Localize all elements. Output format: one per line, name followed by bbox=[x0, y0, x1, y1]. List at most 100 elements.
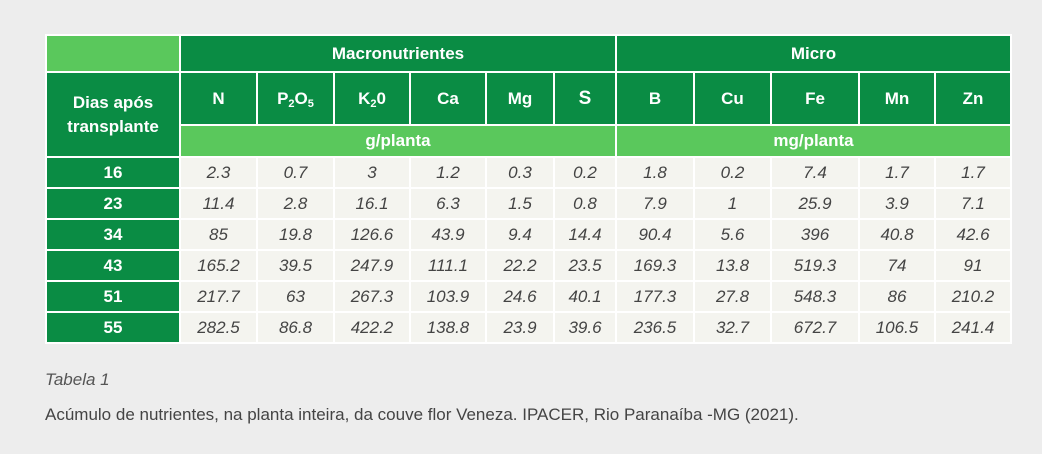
value-cell: 7.1 bbox=[934, 187, 1012, 220]
nutrient-header-row: Dias após transplante N P2O5 K20 Ca Mg S… bbox=[45, 71, 1012, 158]
nutrient-table: Macronutrientes Micro Dias após transpla… bbox=[45, 34, 1012, 344]
col-header-p2o5: P2O5 bbox=[256, 71, 335, 126]
corner-cell bbox=[45, 34, 181, 73]
micronutrients-header: Micro bbox=[615, 34, 1012, 73]
value-cell: 9.4 bbox=[485, 218, 555, 251]
micro-unit: mg/planta bbox=[615, 124, 1012, 158]
value-cell: 86 bbox=[858, 280, 936, 313]
table-row: 34 85 19.8 126.6 43.9 9.4 14.4 90.4 5.6 396 40.8 42… bbox=[45, 218, 1012, 251]
value-cell: 19.8 bbox=[256, 218, 335, 251]
value-cell: 548.3 bbox=[770, 280, 860, 313]
value-cell: 2.3 bbox=[179, 156, 258, 189]
value-cell: 14.4 bbox=[553, 218, 617, 251]
table-row: 23 11.4 2.8 16.1 6.3 1.5 0.8 7.9 1 25.9 3.9 7.1 bbox=[45, 187, 1012, 220]
value-cell: 0.2 bbox=[553, 156, 617, 189]
table-label: Tabela 1 bbox=[45, 370, 110, 389]
value-cell: 165.2 bbox=[179, 249, 258, 282]
value-cell: 1.7 bbox=[934, 156, 1012, 189]
value-cell: 519.3 bbox=[770, 249, 860, 282]
col-header-zn: Zn bbox=[934, 71, 1012, 126]
units-row: g/planta mg/planta bbox=[46, 124, 1012, 158]
table-row: 55 282.5 86.8 422.2 138.8 23.9 39.6 236.5 32.7 67… bbox=[45, 311, 1012, 344]
value-cell: 267.3 bbox=[333, 280, 411, 313]
table-row: 16 2.3 0.7 3 1.2 0.3 0.2 1.8 0.2 7.4 1.7 1.7 bbox=[45, 156, 1012, 189]
value-cell: 13.8 bbox=[693, 249, 772, 282]
p2o5-tail: O5 bbox=[294, 88, 314, 110]
col-header-b: B bbox=[615, 71, 695, 126]
day-cell: 55 bbox=[45, 311, 181, 344]
col-header-mn: Mn bbox=[858, 71, 936, 126]
table-caption: Acúmulo de nutrientes, na planta inteira… bbox=[45, 405, 799, 424]
day-cell: 51 bbox=[45, 280, 181, 313]
value-cell: 42.6 bbox=[934, 218, 1012, 251]
macro-unit: g/planta bbox=[179, 124, 617, 158]
value-cell: 7.9 bbox=[615, 187, 695, 220]
value-cell: 85 bbox=[179, 218, 258, 251]
group-header-row: Macronutrientes Micro bbox=[45, 34, 1012, 73]
value-cell: 210.2 bbox=[934, 280, 1012, 313]
value-cell: 27.8 bbox=[693, 280, 772, 313]
value-cell: 1.8 bbox=[615, 156, 695, 189]
value-cell: 396 bbox=[770, 218, 860, 251]
day-cell: 34 bbox=[45, 218, 181, 251]
value-cell: 217.7 bbox=[179, 280, 258, 313]
table-row: 43 165.2 39.5 247.9 111.1 22.2 23.5 169.3 13.8 51… bbox=[45, 249, 1012, 282]
value-cell: 74 bbox=[858, 249, 936, 282]
value-cell: 241.4 bbox=[934, 311, 1012, 344]
value-cell: 177.3 bbox=[615, 280, 695, 313]
value-cell: 16.1 bbox=[333, 187, 411, 220]
col-header-n: N bbox=[179, 71, 258, 126]
day-cell: 43 bbox=[45, 249, 181, 282]
value-cell: 1.2 bbox=[409, 156, 487, 189]
value-cell: 43.9 bbox=[409, 218, 487, 251]
table-row: 51 217.7 63 267.3 103.9 24.6 40.1 177.3 27.8 548.… bbox=[45, 280, 1012, 313]
value-cell: 39.5 bbox=[256, 249, 335, 282]
value-cell: 2.8 bbox=[256, 187, 335, 220]
col-header-s: S bbox=[553, 71, 617, 126]
value-cell: 40.1 bbox=[553, 280, 617, 313]
value-cell: 111.1 bbox=[409, 249, 487, 282]
value-cell: 32.7 bbox=[693, 311, 772, 344]
value-cell: 0.7 bbox=[256, 156, 335, 189]
value-cell: 126.6 bbox=[333, 218, 411, 251]
value-cell: 3.9 bbox=[858, 187, 936, 220]
value-cell: 236.5 bbox=[615, 311, 695, 344]
value-cell: 3 bbox=[333, 156, 411, 189]
value-cell: 11.4 bbox=[179, 187, 258, 220]
value-cell: 86.8 bbox=[256, 311, 335, 344]
col-header-fe: Fe bbox=[770, 71, 860, 126]
value-cell: 103.9 bbox=[409, 280, 487, 313]
value-cell: 0.8 bbox=[553, 187, 617, 220]
days-header: Dias após transplante bbox=[45, 71, 181, 158]
col-header-k20: K20 bbox=[333, 71, 411, 126]
value-cell: 23.9 bbox=[485, 311, 555, 344]
value-cell: 0.3 bbox=[485, 156, 555, 189]
value-cell: 138.8 bbox=[409, 311, 487, 344]
day-cell: 23 bbox=[45, 187, 181, 220]
value-cell: 25.9 bbox=[770, 187, 860, 220]
value-cell: 91 bbox=[934, 249, 1012, 282]
value-cell: 422.2 bbox=[333, 311, 411, 344]
value-cell: 40.8 bbox=[858, 218, 936, 251]
value-cell: 0.2 bbox=[693, 156, 772, 189]
value-cell: 5.6 bbox=[693, 218, 772, 251]
value-cell: 247.9 bbox=[333, 249, 411, 282]
value-cell: 22.2 bbox=[485, 249, 555, 282]
value-cell: 23.5 bbox=[553, 249, 617, 282]
value-cell: 1 bbox=[693, 187, 772, 220]
value-cell: 7.4 bbox=[770, 156, 860, 189]
day-cell: 16 bbox=[45, 156, 181, 189]
value-cell: 1.7 bbox=[858, 156, 936, 189]
value-cell: 1.5 bbox=[485, 187, 555, 220]
table-body: 16 2.3 0.7 3 1.2 0.3 0.2 1.8 0.2 7.4 1.7 1.7 23 11.4 2… bbox=[45, 156, 1012, 344]
col-header-mg: Mg bbox=[485, 71, 555, 126]
value-cell: 24.6 bbox=[485, 280, 555, 313]
value-cell: 6.3 bbox=[409, 187, 487, 220]
value-cell: 282.5 bbox=[179, 311, 258, 344]
col-header-ca: Ca bbox=[409, 71, 487, 126]
value-cell: 672.7 bbox=[770, 311, 860, 344]
value-cell: 63 bbox=[256, 280, 335, 313]
value-cell: 39.6 bbox=[553, 311, 617, 344]
value-cell: 90.4 bbox=[615, 218, 695, 251]
col-header-cu: Cu bbox=[693, 71, 772, 126]
